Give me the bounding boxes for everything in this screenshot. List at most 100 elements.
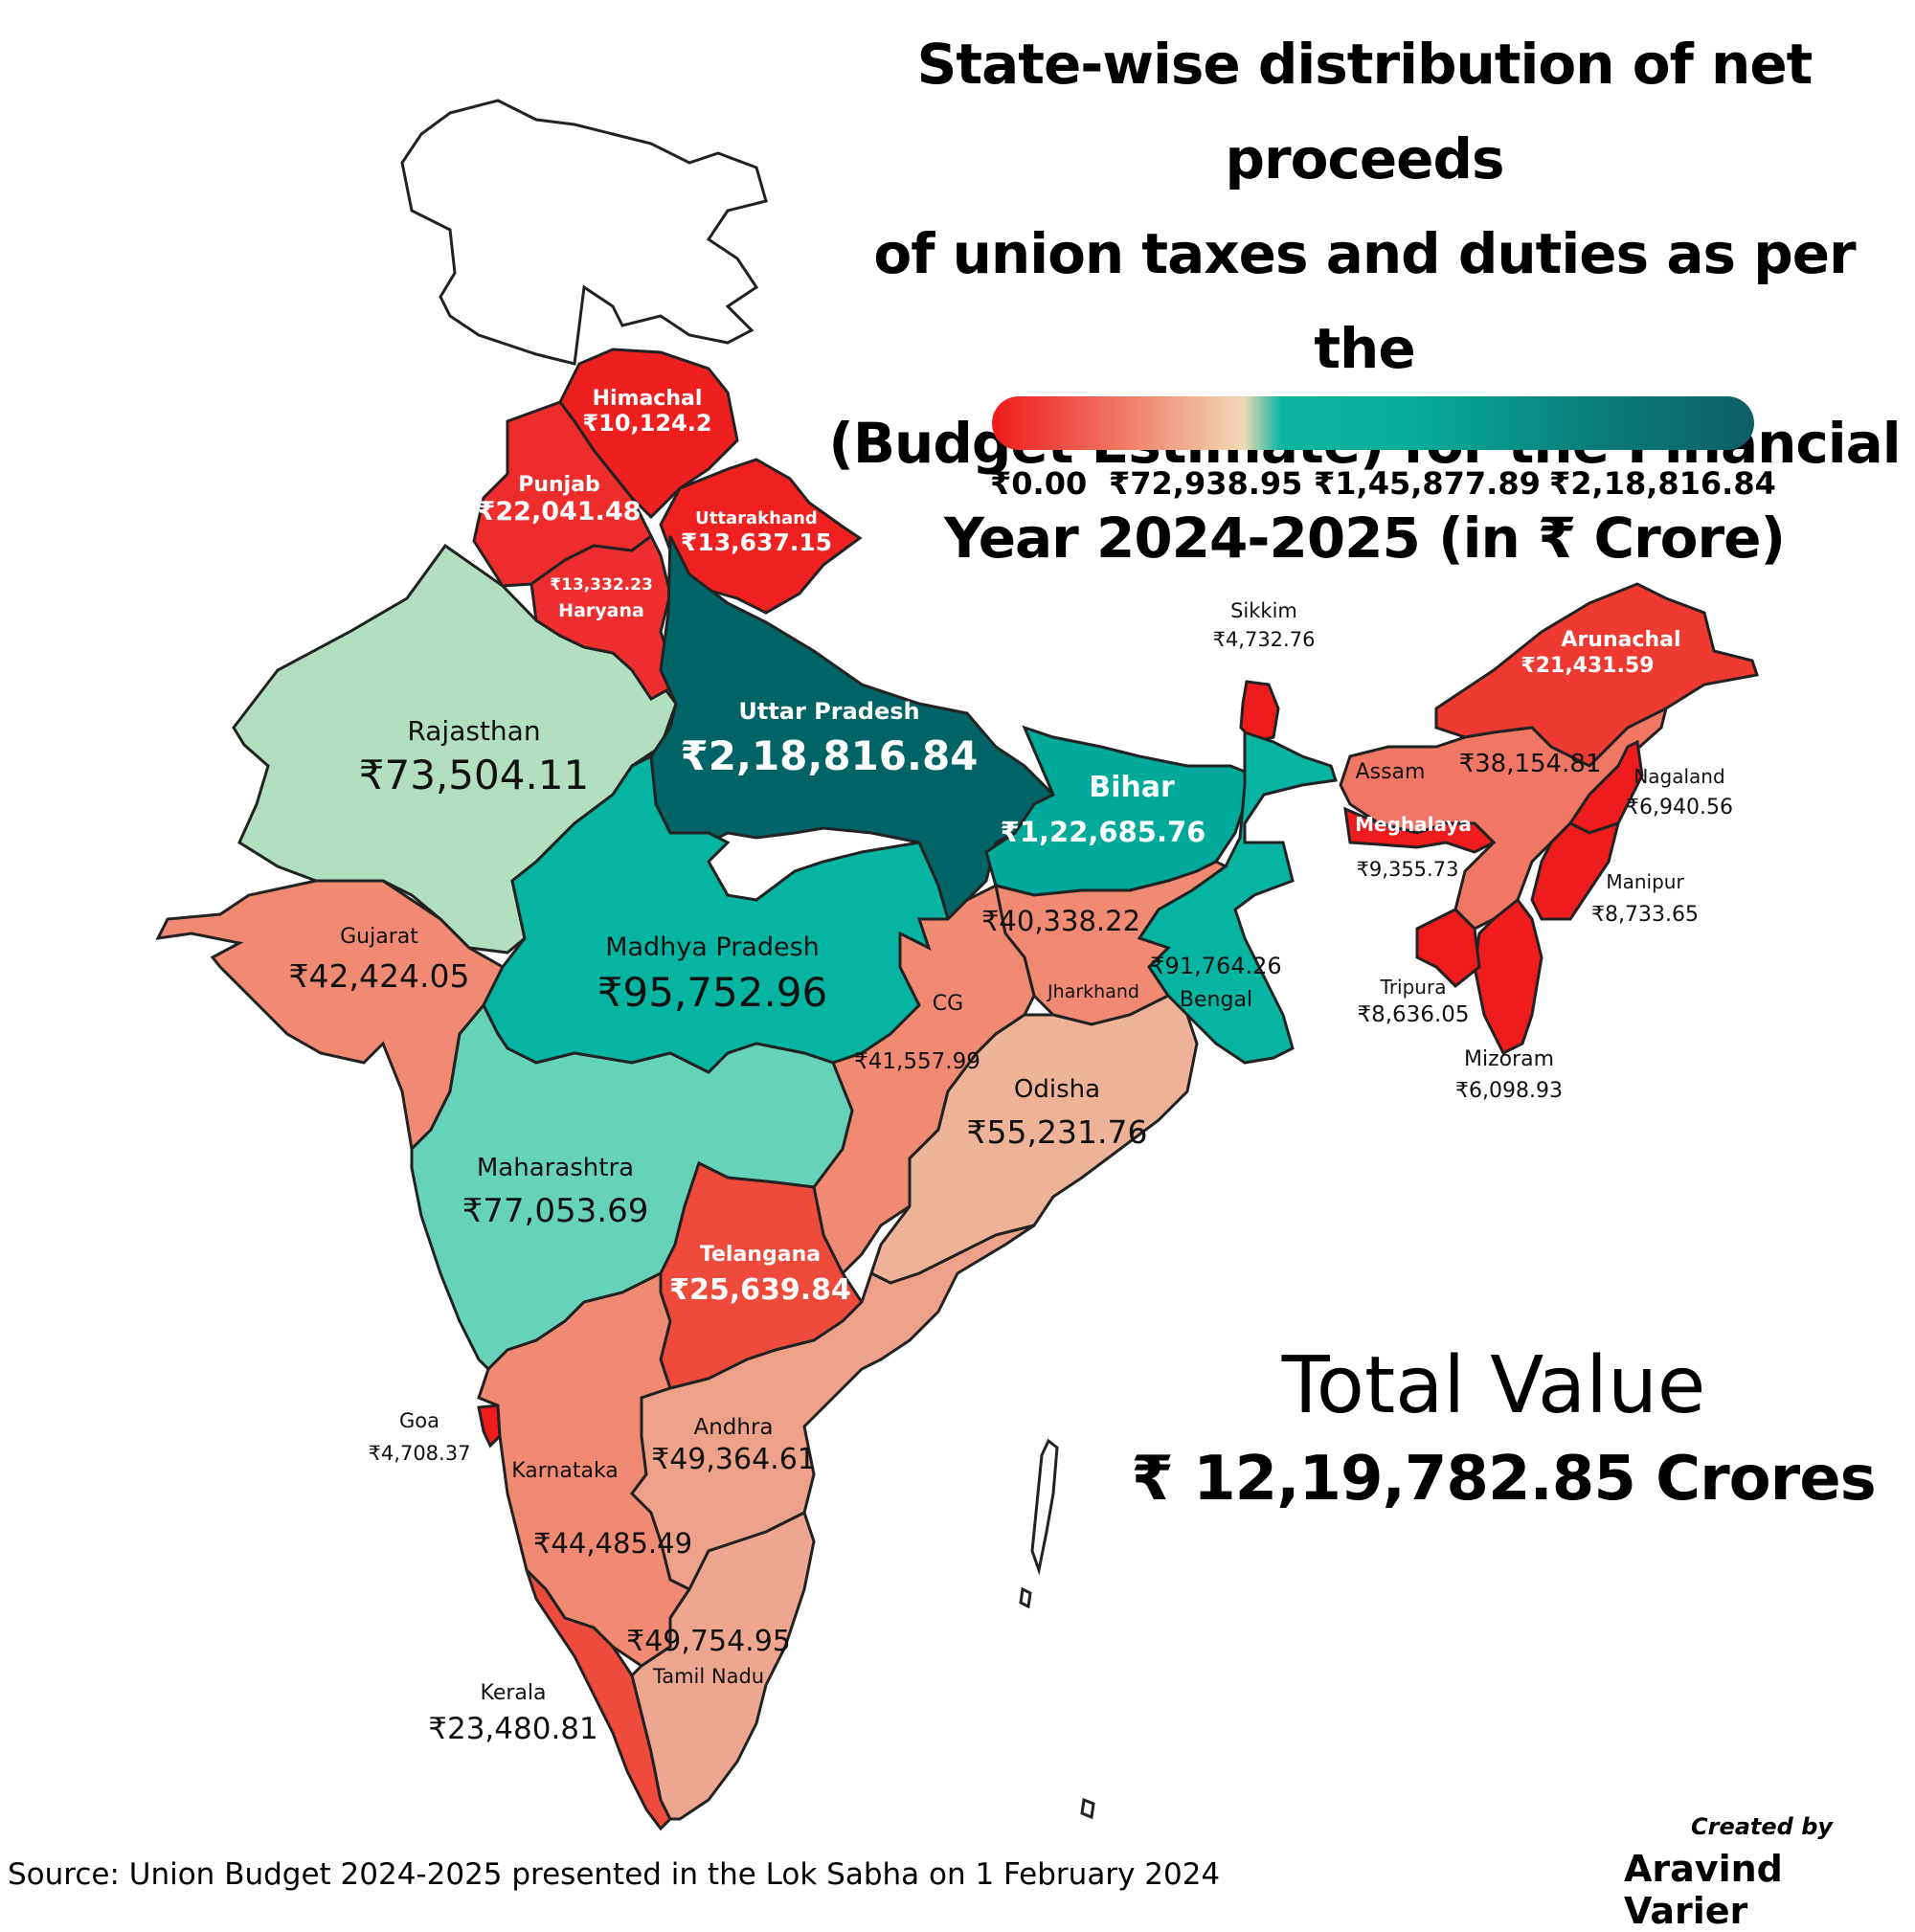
goa-value: ₹4,708.37	[368, 1442, 471, 1466]
label-bihar: Bihar ₹1,22,685.76	[1001, 771, 1206, 848]
sikkim-value: ₹4,732.76	[1212, 628, 1316, 652]
label-uttar-pradesh: Uttar Pradesh ₹2,18,816.84	[680, 698, 979, 779]
legend-tick-1: ₹72,938.95	[1109, 465, 1303, 502]
uttarakhand-name: Uttarakhand	[695, 508, 818, 528]
label-gujarat: Gujarat ₹42,424.05	[289, 925, 470, 995]
region-nicobar-islands-2	[1080, 1797, 1095, 1820]
arunachal-name: Arunachal	[1561, 628, 1681, 652]
telangana-name: Telangana	[699, 1243, 822, 1267]
label-haryana: ₹13,332.23 Haryana	[550, 575, 653, 621]
madhya-pradesh-value: ₹95,752.96	[597, 969, 828, 1017]
meghalaya-name: Meghalaya	[1355, 813, 1472, 836]
legend-tick-3: ₹2,18,816.84	[1549, 465, 1776, 502]
region-tripura	[1415, 908, 1481, 989]
nagaland-value: ₹6,940.56	[1626, 796, 1733, 820]
label-uttarakhand: Uttarakhand ₹13,637.15	[680, 508, 833, 556]
region-chhattisgarh	[812, 883, 1036, 1276]
label-arunachal: Arunachal ₹21,431.59	[1494, 628, 1680, 679]
tripura-name: Tripura	[1380, 976, 1447, 999]
nagaland-name: Nagaland	[1633, 765, 1725, 788]
bengal-name: Bengal	[1179, 987, 1253, 1012]
label-manipur: Manipur ₹8,733.65	[1591, 870, 1699, 928]
punjab-name: Punjab	[518, 473, 600, 497]
label-odisha: Odisha ₹55,231.76	[966, 1075, 1148, 1151]
odisha-name: Odisha	[1013, 1075, 1101, 1104]
title-line-2: of union taxes and duties as per the	[873, 221, 1856, 381]
label-tripura: Tripura ₹8,636.05	[1357, 976, 1470, 1028]
region-jammu-kashmir	[400, 99, 768, 366]
label-andhra: Andhra ₹49,364.61	[651, 1415, 816, 1477]
kerala-name: Kerala	[480, 1681, 547, 1705]
label-rajasthan: Rajasthan ₹73,504.11	[358, 715, 590, 799]
mizoram-name: Mizoram	[1463, 1047, 1555, 1071]
arunachal-value: ₹21,431.59	[1521, 654, 1655, 679]
karnataka-name: Karnataka	[511, 1459, 619, 1483]
karnataka-value: ₹44,485.49	[532, 1527, 693, 1560]
legend-tick-2: ₹1,45,877.89	[1314, 465, 1541, 502]
assam-name: Assam	[1355, 760, 1426, 784]
rajasthan-value: ₹73,504.11	[358, 752, 590, 799]
jharkhand-name: Jharkhand	[1048, 981, 1139, 1002]
manipur-name: Manipur	[1606, 870, 1684, 893]
credit-created-by: Created by	[1691, 1813, 1834, 1840]
himachal-value: ₹10,124.2	[582, 410, 712, 438]
maharashtra-value: ₹77,053.69	[462, 1191, 649, 1230]
cg-value: ₹41,557.99	[854, 1049, 980, 1074]
label-goa: Goa ₹4,708.37	[369, 1409, 471, 1465]
credit-author: Aravind Varier	[1624, 1848, 1783, 1932]
label-bengal: ₹91,764.26 Bengal	[1150, 953, 1282, 1012]
tamil-nadu-value: ₹49,754.95	[626, 1625, 791, 1658]
region-manipur	[1530, 820, 1621, 921]
sikkim-name: Sikkim	[1230, 599, 1297, 622]
label-punjab: Punjab ₹22,041.48	[478, 473, 642, 527]
region-meghalaya	[1343, 806, 1497, 854]
label-maharashtra: Maharashtra ₹77,053.69	[462, 1154, 649, 1230]
label-mizoram: Mizoram ₹6,098.93	[1455, 1047, 1563, 1104]
legend-tick-0: ₹0.00	[990, 465, 1088, 502]
bihar-name: Bihar	[1089, 771, 1175, 804]
madhya-pradesh-name: Madhya Pradesh	[605, 932, 820, 962]
haryana-name: Haryana	[558, 599, 644, 621]
region-andhra	[630, 1224, 1035, 1592]
uttar-pradesh-value: ₹2,18,816.84	[680, 731, 979, 779]
odisha-value: ₹55,231.76	[966, 1112, 1148, 1151]
label-telangana: Telangana ₹25,639.84	[669, 1243, 851, 1308]
region-himachal	[558, 348, 739, 520]
region-nagaland	[1567, 739, 1644, 835]
uttarakhand-value: ₹13,637.15	[680, 528, 833, 556]
assam-value: ₹38,154.81	[1458, 750, 1602, 778]
tripura-value: ₹8,636.05	[1357, 1002, 1470, 1027]
legend-gradient-bar	[992, 396, 1754, 450]
jharkhand-value: ₹40,338.22	[980, 905, 1141, 937]
title-line-4: Year 2024-2025 (in ₹ Crore)	[944, 505, 1786, 571]
cg-name: CG	[932, 992, 964, 1016]
uttar-pradesh-name: Uttar Pradesh	[738, 698, 920, 725]
goa-name: Goa	[398, 1409, 439, 1432]
bengal-value: ₹91,764.26	[1150, 953, 1282, 979]
label-himachal: Himachal ₹10,124.2	[582, 387, 711, 438]
punjab-value: ₹22,041.48	[477, 497, 642, 528]
region-jharkhand	[994, 860, 1228, 1026]
telangana-value: ₹25,639.84	[669, 1273, 851, 1308]
label-sikkim: Sikkim ₹4,732.76	[1213, 599, 1316, 651]
region-goa	[477, 1404, 502, 1449]
tamil-nadu-name: Tamil Nadu	[652, 1664, 765, 1688]
source-note: Source: Union Budget 2024-2025 presented…	[8, 1857, 1221, 1892]
label-nagaland: Nagaland ₹6,940.56	[1626, 766, 1733, 820]
region-tamil-nadu	[630, 1510, 816, 1821]
total-value: ₹ 12,19,782.85 Crores	[1131, 1444, 1876, 1515]
label-kerala: Kerala ₹23,480.81	[428, 1681, 598, 1747]
label-tamil-nadu: ₹49,754.95 Tamil Nadu	[626, 1625, 791, 1688]
mizoram-value: ₹6,098.93	[1455, 1079, 1563, 1104]
total-label: Total Value	[1281, 1340, 1706, 1431]
region-nicobar-islands-1	[1019, 1586, 1032, 1609]
region-odisha	[869, 994, 1199, 1285]
title-line-1: State-wise distribution of net proceeds	[916, 32, 1814, 191]
kerala-value: ₹23,480.81	[428, 1712, 598, 1747]
andhra-value: ₹49,364.61	[651, 1443, 816, 1477]
label-madhya-pradesh: Madhya Pradesh ₹95,752.96	[597, 932, 827, 1016]
andhra-name: Andhra	[693, 1415, 774, 1440]
himachal-name: Himachal	[592, 387, 703, 411]
maharashtra-name: Maharashtra	[476, 1154, 635, 1182]
